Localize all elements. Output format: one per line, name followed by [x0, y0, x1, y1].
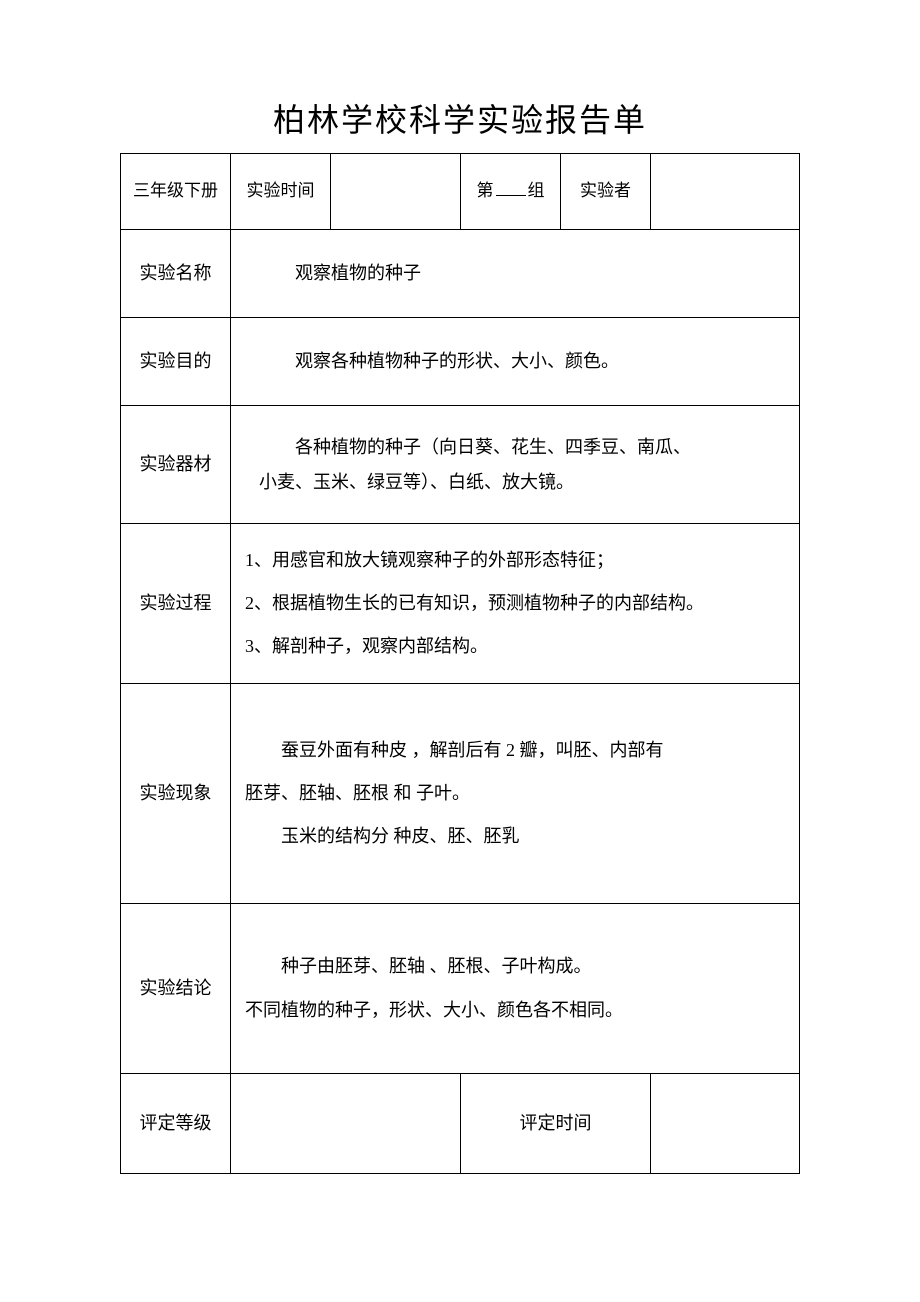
grade-time-label: 评定时间 [461, 1074, 651, 1174]
grade-time-value[interactable] [651, 1074, 800, 1174]
time-value-cell[interactable] [331, 154, 461, 230]
group-cell[interactable]: 第组 [461, 154, 561, 230]
process-label: 实验过程 [121, 524, 231, 684]
conclusion-content: 种子由胚芽、胚轴 、胚根、子叶构成。 不同植物的种子，形状、大小、颜色各不相同。 [231, 904, 800, 1074]
equipment-line1: 各种植物的种子（向日葵、花生、四季豆、南瓜、 [259, 430, 779, 464]
process-content: 1、用感官和放大镜观察种子的外部形态特征； 2、根据植物生长的已有知识，预测植物… [231, 524, 800, 684]
phenomenon-row: 实验现象 蚕豆外面有种皮 ，解剖后有 2 瓣，叫胚、内部有 胚芽、胚轴、胚根 和… [121, 684, 800, 904]
phenomenon-line1: 蚕豆外面有种皮 ，解剖后有 2 瓣，叫胚、内部有 [245, 729, 779, 772]
grade-row: 评定等级 评定时间 [121, 1074, 800, 1174]
phenomenon-line3: 玉米的结构分 种皮、胚、胚乳 [245, 815, 779, 858]
name-row: 实验名称 观察植物的种子 [121, 230, 800, 318]
header-row: 三年级下册 实验时间 第组 实验者 [121, 154, 800, 230]
name-content: 观察植物的种子 [231, 230, 800, 318]
phenomenon-line2: 胚芽、胚轴、胚根 和 子叶。 [245, 772, 779, 815]
purpose-row: 实验目的 观察各种植物种子的形状、大小、颜色。 [121, 318, 800, 406]
phenomenon-content: 蚕豆外面有种皮 ，解剖后有 2 瓣，叫胚、内部有 胚芽、胚轴、胚根 和 子叶。 … [231, 684, 800, 904]
experimenter-value-cell[interactable] [651, 154, 800, 230]
group-prefix: 第 [477, 181, 494, 200]
time-label-cell: 实验时间 [231, 154, 331, 230]
equipment-content: 各种植物的种子（向日葵、花生、四季豆、南瓜、 小麦、玉米、绿豆等）、白纸、放大镜… [231, 406, 800, 524]
conclusion-row: 实验结论 种子由胚芽、胚轴 、胚根、子叶构成。 不同植物的种子，形状、大小、颜色… [121, 904, 800, 1074]
report-title: 柏林学校科学实验报告单 [120, 95, 800, 141]
group-blank[interactable] [496, 179, 526, 196]
grade-label: 评定等级 [121, 1074, 231, 1174]
grade-value[interactable] [231, 1074, 461, 1174]
experimenter-label-cell: 实验者 [561, 154, 651, 230]
purpose-label: 实验目的 [121, 318, 231, 406]
process-row: 实验过程 1、用感官和放大镜观察种子的外部形态特征； 2、根据植物生长的已有知识… [121, 524, 800, 684]
process-item3: 3、解剖种子，观察内部结构。 [245, 625, 779, 668]
equipment-label: 实验器材 [121, 406, 231, 524]
conclusion-line2: 不同植物的种子，形状、大小、颜色各不相同。 [245, 989, 779, 1032]
purpose-content: 观察各种植物种子的形状、大小、颜色。 [231, 318, 800, 406]
group-suffix: 组 [528, 181, 545, 200]
process-item2: 2、根据植物生长的已有知识，预测植物种子的内部结构。 [245, 582, 779, 625]
report-table: 三年级下册 实验时间 第组 实验者 实验名称 观察植物的种子 实验目的 观察各种… [120, 153, 800, 1174]
equipment-line2: 小麦、玉米、绿豆等）、白纸、放大镜。 [259, 465, 779, 499]
grade-cell: 三年级下册 [121, 154, 231, 230]
process-item1: 1、用感官和放大镜观察种子的外部形态特征； [245, 539, 779, 582]
conclusion-label: 实验结论 [121, 904, 231, 1074]
name-label: 实验名称 [121, 230, 231, 318]
equipment-row: 实验器材 各种植物的种子（向日葵、花生、四季豆、南瓜、 小麦、玉米、绿豆等）、白… [121, 406, 800, 524]
phenomenon-label: 实验现象 [121, 684, 231, 904]
conclusion-line1: 种子由胚芽、胚轴 、胚根、子叶构成。 [245, 945, 779, 988]
